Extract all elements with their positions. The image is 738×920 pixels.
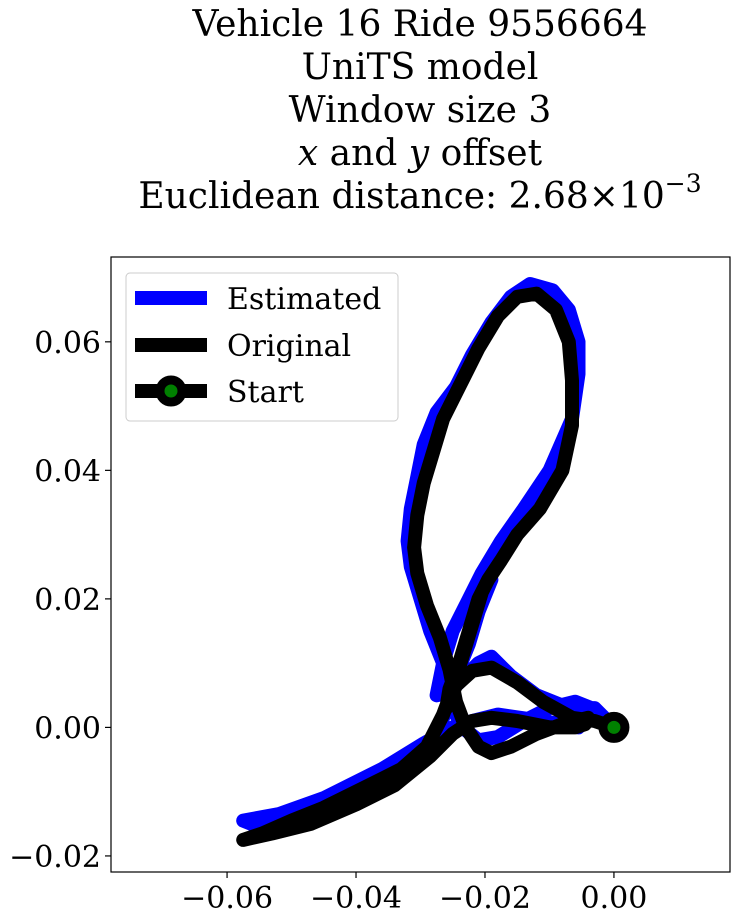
series-line-original <box>236 286 621 847</box>
plot-area: −0.06 −0.04 −0.02 0.00 −0.02 0.00 0.02 0.04 0.06… <box>9 256 731 916</box>
legend-start-marker <box>155 375 187 407</box>
y-tick-label: −0.02 <box>9 840 101 875</box>
chart-title: Vehicle 16 Ride 9556664 UniTS model Wind… <box>138 4 701 217</box>
plot-frame <box>110 256 731 873</box>
title-line-5: Euclidean distance: 2.68×10−3 <box>138 169 701 217</box>
y-tick-label: 0.06 <box>34 326 101 361</box>
title-line-2: UniTS model <box>302 47 539 88</box>
y-tick-label: 0.04 <box>34 454 101 489</box>
title-distance-times: × <box>589 176 619 217</box>
title-var-y: y <box>407 133 430 174</box>
title-line-3: Window size 3 <box>289 90 552 131</box>
x-tick-label: −0.04 <box>310 881 402 916</box>
x-tick-label: 0.00 <box>581 881 648 916</box>
title-and: and <box>318 133 409 174</box>
y-tick-label: 0.00 <box>34 711 101 746</box>
title-distance-base: 10 <box>619 176 665 217</box>
x-tick-label: −0.02 <box>439 881 531 916</box>
title-distance-exponent: −3 <box>665 169 702 198</box>
y-tick-label: 0.02 <box>34 583 101 618</box>
legend-label-original: Original <box>227 329 351 364</box>
legend-label-start: Start <box>227 375 304 410</box>
title-distance-prefix: Euclidean distance: <box>138 176 508 217</box>
title-line-1: Vehicle 16 Ride 9556664 <box>191 4 647 45</box>
title-distance-mantissa: 2.68 <box>509 176 589 217</box>
title-offset: offset <box>429 133 542 174</box>
x-tick-label: −0.06 <box>181 881 273 916</box>
start-marker <box>598 711 630 743</box>
title-line-4: x and y offset <box>298 133 543 174</box>
title-var-x: x <box>298 133 318 174</box>
legend-label-estimated: Estimated <box>227 282 381 317</box>
